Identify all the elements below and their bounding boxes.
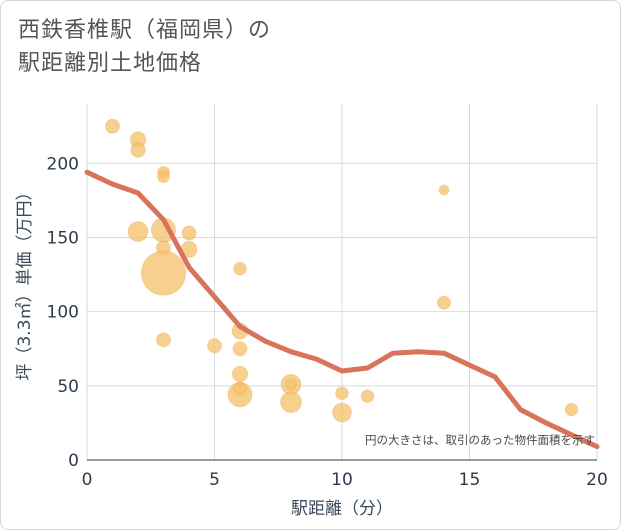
- y-tick-label-150: 150: [47, 229, 79, 249]
- data-point-20: [285, 378, 297, 391]
- data-point-23: [332, 402, 352, 423]
- data-point-26: [436, 295, 452, 310]
- x-tick-label-0: 0: [82, 470, 93, 490]
- scatter-points: [105, 118, 579, 423]
- data-point-21: [280, 391, 302, 414]
- trend-line: [84, 169, 600, 450]
- data-point-18: [227, 382, 253, 408]
- data-point-8: [140, 250, 187, 296]
- data-point-22: [335, 386, 349, 401]
- bubble-size-note: 円の大きさは、取引のあった物件面積を示す: [365, 433, 595, 447]
- data-point-15: [232, 341, 248, 357]
- data-point-9: [156, 332, 171, 348]
- data-point-2: [130, 142, 146, 158]
- x-tick-label-5: 5: [209, 470, 220, 490]
- y-tick-label-200: 200: [47, 154, 79, 174]
- data-point-25: [438, 184, 450, 196]
- data-point-12: [207, 338, 222, 354]
- data-point-3: [127, 221, 149, 242]
- data-point-0: [105, 118, 120, 134]
- data-point-10: [181, 225, 197, 241]
- data-point-5: [157, 170, 170, 184]
- y-tick-label-0: 0: [68, 451, 79, 471]
- x-tick-label-15: 15: [459, 470, 481, 490]
- y-tick-label-100: 100: [47, 303, 79, 323]
- y-axis-label: 坪（3.3㎡）単価（万円）: [15, 183, 35, 380]
- x-tick-label-10: 10: [331, 470, 353, 490]
- data-point-16: [231, 365, 249, 383]
- x-tick-label-20: 20: [586, 470, 608, 490]
- y-tick-label-50: 50: [57, 377, 79, 397]
- x-axis-label: 駅距離（分）: [291, 499, 393, 519]
- data-point-24: [360, 389, 375, 404]
- data-point-27: [564, 402, 579, 417]
- data-point-13: [233, 261, 247, 276]
- chart-title: 西鉄香椎駅（福岡県）の 駅距離別土地価格: [18, 18, 272, 76]
